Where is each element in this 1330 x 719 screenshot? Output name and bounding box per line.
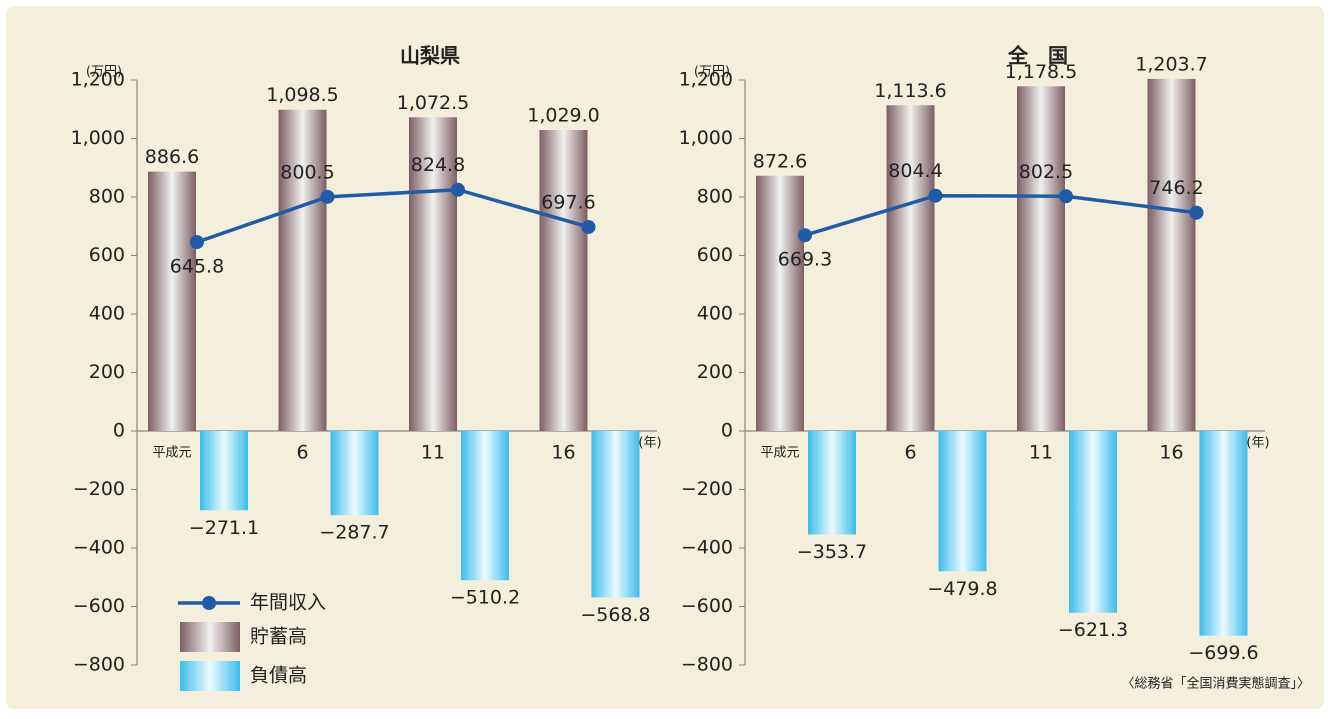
data-label: 804.4 <box>888 160 942 182</box>
y-tick-label: 200 <box>89 361 125 383</box>
legend-swatch <box>180 622 240 652</box>
y-tick-label: 1,200 <box>71 69 125 91</box>
x-tick-label: 6 <box>296 442 308 464</box>
income-line <box>804 193 1197 237</box>
data-label: 697.6 <box>541 191 595 213</box>
legend-swatch <box>180 661 240 691</box>
income-point <box>190 235 204 250</box>
y-axis-label: (万円) <box>694 65 730 80</box>
y-tick-label: −800 <box>73 654 125 676</box>
debt-bar <box>1069 431 1117 613</box>
legend-marker <box>202 596 216 610</box>
data-label: 669.3 <box>778 249 832 271</box>
income-point <box>320 189 335 204</box>
savings-bar <box>886 105 935 431</box>
x-tick-label: 平成元 <box>760 446 799 461</box>
background <box>6 6 1324 709</box>
x-axis-label: (年) <box>638 436 661 451</box>
data-label: 645.8 <box>170 256 224 278</box>
income-point <box>1189 205 1204 220</box>
income-point <box>928 188 943 203</box>
data-label: −510.2 <box>450 587 520 609</box>
debt-bar <box>808 431 856 535</box>
income-point <box>1059 189 1073 204</box>
data-label: 1,098.5 <box>266 84 339 106</box>
x-tick-label: 11 <box>421 442 445 464</box>
savings-bar <box>1147 78 1196 431</box>
savings-bar <box>148 171 196 431</box>
x-tick-label: 16 <box>1159 442 1183 464</box>
data-label: 872.6 <box>753 150 807 172</box>
data-label: 802.5 <box>1019 161 1073 183</box>
y-tick-label: 200 <box>697 361 733 383</box>
y-tick-label: 1,000 <box>679 127 733 149</box>
x-tick-label: 平成元 <box>152 446 191 461</box>
y-tick-label: 400 <box>697 303 733 325</box>
y-tick-label: −200 <box>73 478 125 500</box>
savings-bar <box>1017 86 1065 431</box>
data-label: 824.8 <box>411 154 465 176</box>
data-label: 1,072.5 <box>397 92 470 114</box>
y-tick-label: 1,000 <box>71 127 125 149</box>
source-note: 〈総務省「全国消費実態調査」〉 <box>1121 676 1310 692</box>
y-tick-label: −800 <box>681 654 733 676</box>
y-tick-label: −400 <box>681 537 733 559</box>
savings-bar <box>756 175 804 431</box>
debt-bar <box>1199 431 1248 636</box>
y-tick-label: 1,200 <box>679 69 733 91</box>
chart-title: 山梨県 <box>400 44 460 68</box>
debt-bar <box>938 431 987 572</box>
data-label: −353.7 <box>797 541 867 563</box>
x-tick-label: 16 <box>551 442 575 464</box>
savings-bar <box>409 117 457 431</box>
data-label: −621.3 <box>1058 619 1128 641</box>
data-label: 1,029.0 <box>527 105 600 127</box>
debt-bar <box>591 431 640 598</box>
x-tick-label: 11 <box>1029 442 1053 464</box>
data-label: −479.8 <box>927 578 997 600</box>
data-label: 800.5 <box>280 161 334 183</box>
y-tick-label: 800 <box>89 186 125 208</box>
debt-bar <box>200 431 248 511</box>
y-tick-label: −600 <box>681 595 733 617</box>
debt-bar <box>330 431 379 516</box>
y-tick-label: −600 <box>73 595 125 617</box>
data-label: −287.7 <box>319 522 389 544</box>
savings-bar <box>539 130 588 431</box>
data-label: −271.1 <box>189 517 259 539</box>
data-label: −568.8 <box>580 604 650 626</box>
debt-bar <box>461 431 509 581</box>
y-axis-label: (万円) <box>86 65 122 80</box>
y-tick-label: 600 <box>89 244 125 266</box>
savings-bar <box>278 109 327 431</box>
legend-label: 負債高 <box>250 665 307 687</box>
income-point <box>581 219 596 234</box>
chart-title: 全 国 <box>1007 44 1068 68</box>
y-tick-label: 600 <box>697 244 733 266</box>
y-tick-label: 400 <box>89 303 125 325</box>
data-label: 1,113.6 <box>874 80 947 102</box>
data-label: −699.6 <box>1188 642 1258 664</box>
y-tick-label: 800 <box>697 186 733 208</box>
data-label: 1,178.5 <box>1005 61 1078 83</box>
data-label: 746.2 <box>1149 177 1203 199</box>
x-axis-label: (年) <box>1246 436 1269 451</box>
y-tick-label: −400 <box>73 537 125 559</box>
income-point <box>451 182 465 197</box>
data-label: 1,203.7 <box>1135 53 1208 75</box>
legend-label: 貯蓄高 <box>250 626 307 648</box>
y-tick-label: 0 <box>721 420 733 442</box>
y-tick-label: −200 <box>681 478 733 500</box>
y-tick-label: 0 <box>113 420 125 442</box>
income-line <box>196 187 589 244</box>
data-label: 886.6 <box>145 146 199 168</box>
x-tick-label: 6 <box>904 442 916 464</box>
legend-label: 年間収入 <box>250 592 326 614</box>
income-point <box>798 228 812 243</box>
